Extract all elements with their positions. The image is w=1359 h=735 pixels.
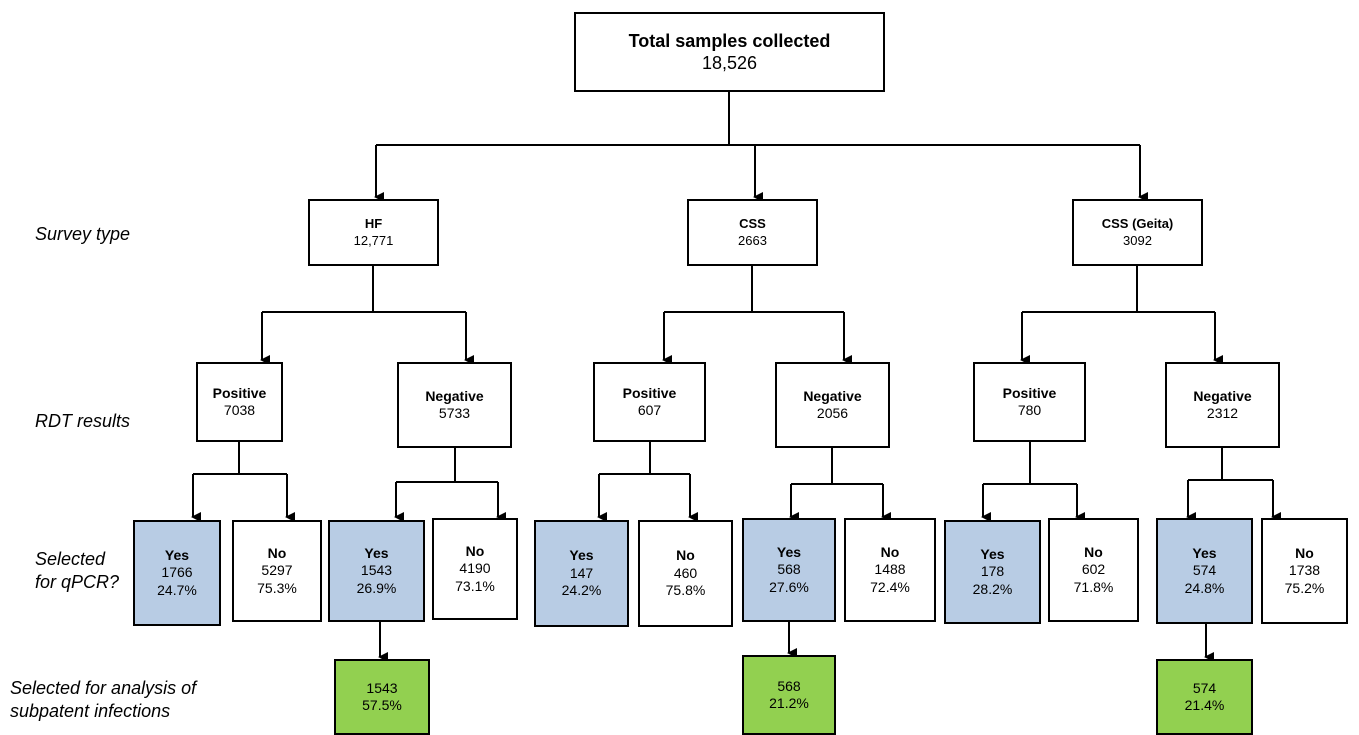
qpcr-label: No — [1084, 543, 1103, 560]
qpcr-percent: 75.3% — [257, 579, 297, 596]
analysis-percent: 21.4% — [1184, 697, 1225, 713]
survey-value: 12,771 — [353, 232, 394, 248]
qpcr-yes-hf-negative: Yes 1543 26.9% — [328, 520, 425, 622]
row-label-rdt-results: RDT results — [35, 411, 131, 431]
rdt-value: 607 — [637, 402, 662, 418]
survey-title: CSS (Geita) — [1101, 216, 1174, 232]
qpcr-count: 4190 — [459, 560, 491, 577]
qpcr-count: 147 — [569, 564, 594, 581]
rdt-value: 7038 — [223, 402, 256, 418]
rdt-box-hf-negative: Negative 5733 — [397, 362, 512, 448]
qpcr-count: 568 — [777, 561, 801, 578]
survey-title: CSS — [739, 216, 766, 232]
survey-box-css-geita: CSS (Geita) 3092 — [1072, 199, 1203, 266]
qpcr-no-css-negative: No 1488 72.4% — [844, 518, 936, 622]
qpcr-percent: 26.9% — [356, 579, 397, 596]
qpcr-percent: 75.2% — [1284, 579, 1325, 596]
rdt-box-geita-positive: Positive 780 — [973, 362, 1086, 442]
qpcr-yes-geita-positive: Yes 178 28.2% — [944, 520, 1041, 624]
qpcr-no-geita-positive: No 602 71.8% — [1048, 518, 1139, 622]
qpcr-percent: 27.6% — [769, 578, 809, 595]
qpcr-label: Yes — [164, 546, 190, 563]
qpcr-label: No — [880, 543, 900, 560]
qpcr-label: Yes — [1192, 544, 1217, 561]
rdt-value: 5733 — [438, 405, 471, 421]
rdt-box-css-negative: Negative 2056 — [775, 362, 890, 448]
qpcr-percent: 72.4% — [870, 578, 910, 595]
analysis-count: 574 — [1192, 679, 1217, 696]
analysis-percent: 57.5% — [362, 697, 402, 713]
qpcr-count: 1738 — [1288, 562, 1321, 579]
survey-title: HF — [364, 216, 383, 232]
rdt-box-hf-positive: Positive 7038 — [196, 362, 283, 442]
survey-value: 2663 — [738, 232, 767, 248]
qpcr-yes-geita-negative: Yes 574 24.8% — [1156, 518, 1253, 624]
qpcr-label: Yes — [569, 547, 594, 564]
qpcr-count: 1543 — [360, 562, 393, 579]
qpcr-label: No — [267, 544, 287, 561]
survey-box-hf: HF 12,771 — [308, 199, 439, 266]
qpcr-percent: 75.8% — [665, 582, 706, 599]
rdt-box-css-positive: Positive 607 — [593, 362, 706, 442]
qpcr-yes-css-negative: Yes 568 27.6% — [742, 518, 836, 622]
qpcr-percent: 24.8% — [1184, 579, 1225, 596]
rdt-title: Negative — [425, 387, 484, 404]
rdt-title: Positive — [1002, 384, 1057, 401]
rdt-title: Positive — [212, 384, 267, 401]
analysis-count: 1543 — [366, 679, 398, 696]
qpcr-label: No — [676, 547, 695, 564]
qpcr-label: Yes — [364, 544, 389, 561]
qpcr-label: No — [465, 542, 485, 559]
qpcr-count: 460 — [673, 564, 698, 581]
qpcr-label: No — [1295, 544, 1314, 561]
rdt-title: Negative — [1193, 387, 1252, 404]
qpcr-no-geita-negative: No 1738 75.2% — [1261, 518, 1348, 624]
total-samples-title: Total samples collected — [628, 30, 831, 51]
qpcr-count: 1766 — [161, 564, 193, 581]
survey-value: 3092 — [1123, 232, 1152, 248]
total-samples-box: Total samples collected 18,526 — [574, 12, 885, 92]
qpcr-label: Yes — [980, 545, 1005, 562]
analysis-percent: 21.2% — [769, 695, 809, 711]
qpcr-no-hf-negative: No 4190 73.1% — [432, 518, 518, 620]
qpcr-percent: 28.2% — [972, 580, 1013, 597]
analysis-count: 568 — [777, 677, 801, 694]
row-label-selected-qpcr: Selected for qPCR? — [35, 549, 120, 593]
rdt-value: 780 — [1017, 402, 1042, 418]
qpcr-count: 5297 — [261, 562, 293, 579]
qpcr-percent: 73.1% — [455, 577, 495, 594]
qpcr-count: 1488 — [874, 561, 906, 578]
qpcr-count: 602 — [1081, 561, 1106, 578]
total-samples-value: 18,526 — [701, 53, 758, 73]
qpcr-count: 574 — [1192, 562, 1217, 579]
rdt-value: 2056 — [816, 405, 849, 421]
row-label-survey-type: Survey type — [35, 224, 131, 244]
analysis-box-geita: 574 21.4% — [1156, 659, 1253, 735]
qpcr-yes-hf-positive: Yes 1766 24.7% — [133, 520, 221, 626]
qpcr-percent: 24.2% — [561, 582, 602, 599]
analysis-box-hf: 1543 57.5% — [334, 659, 430, 735]
rdt-value: 2312 — [1206, 405, 1239, 421]
analysis-box-css: 568 21.2% — [742, 655, 836, 735]
qpcr-count: 178 — [980, 563, 1005, 580]
qpcr-yes-css-positive: Yes 147 24.2% — [534, 520, 629, 627]
rdt-title: Positive — [622, 384, 677, 401]
row-label-selected-analysis: Selected for analysis of subpatent infec… — [10, 678, 197, 722]
qpcr-percent: 71.8% — [1073, 578, 1114, 595]
survey-box-css: CSS 2663 — [687, 199, 818, 266]
qpcr-no-hf-positive: No 5297 75.3% — [232, 520, 322, 622]
rdt-box-geita-negative: Negative 2312 — [1165, 362, 1280, 448]
qpcr-percent: 24.7% — [157, 581, 197, 598]
qpcr-label: Yes — [776, 543, 802, 560]
qpcr-no-css-positive: No 460 75.8% — [638, 520, 733, 627]
rdt-title: Negative — [803, 387, 862, 404]
